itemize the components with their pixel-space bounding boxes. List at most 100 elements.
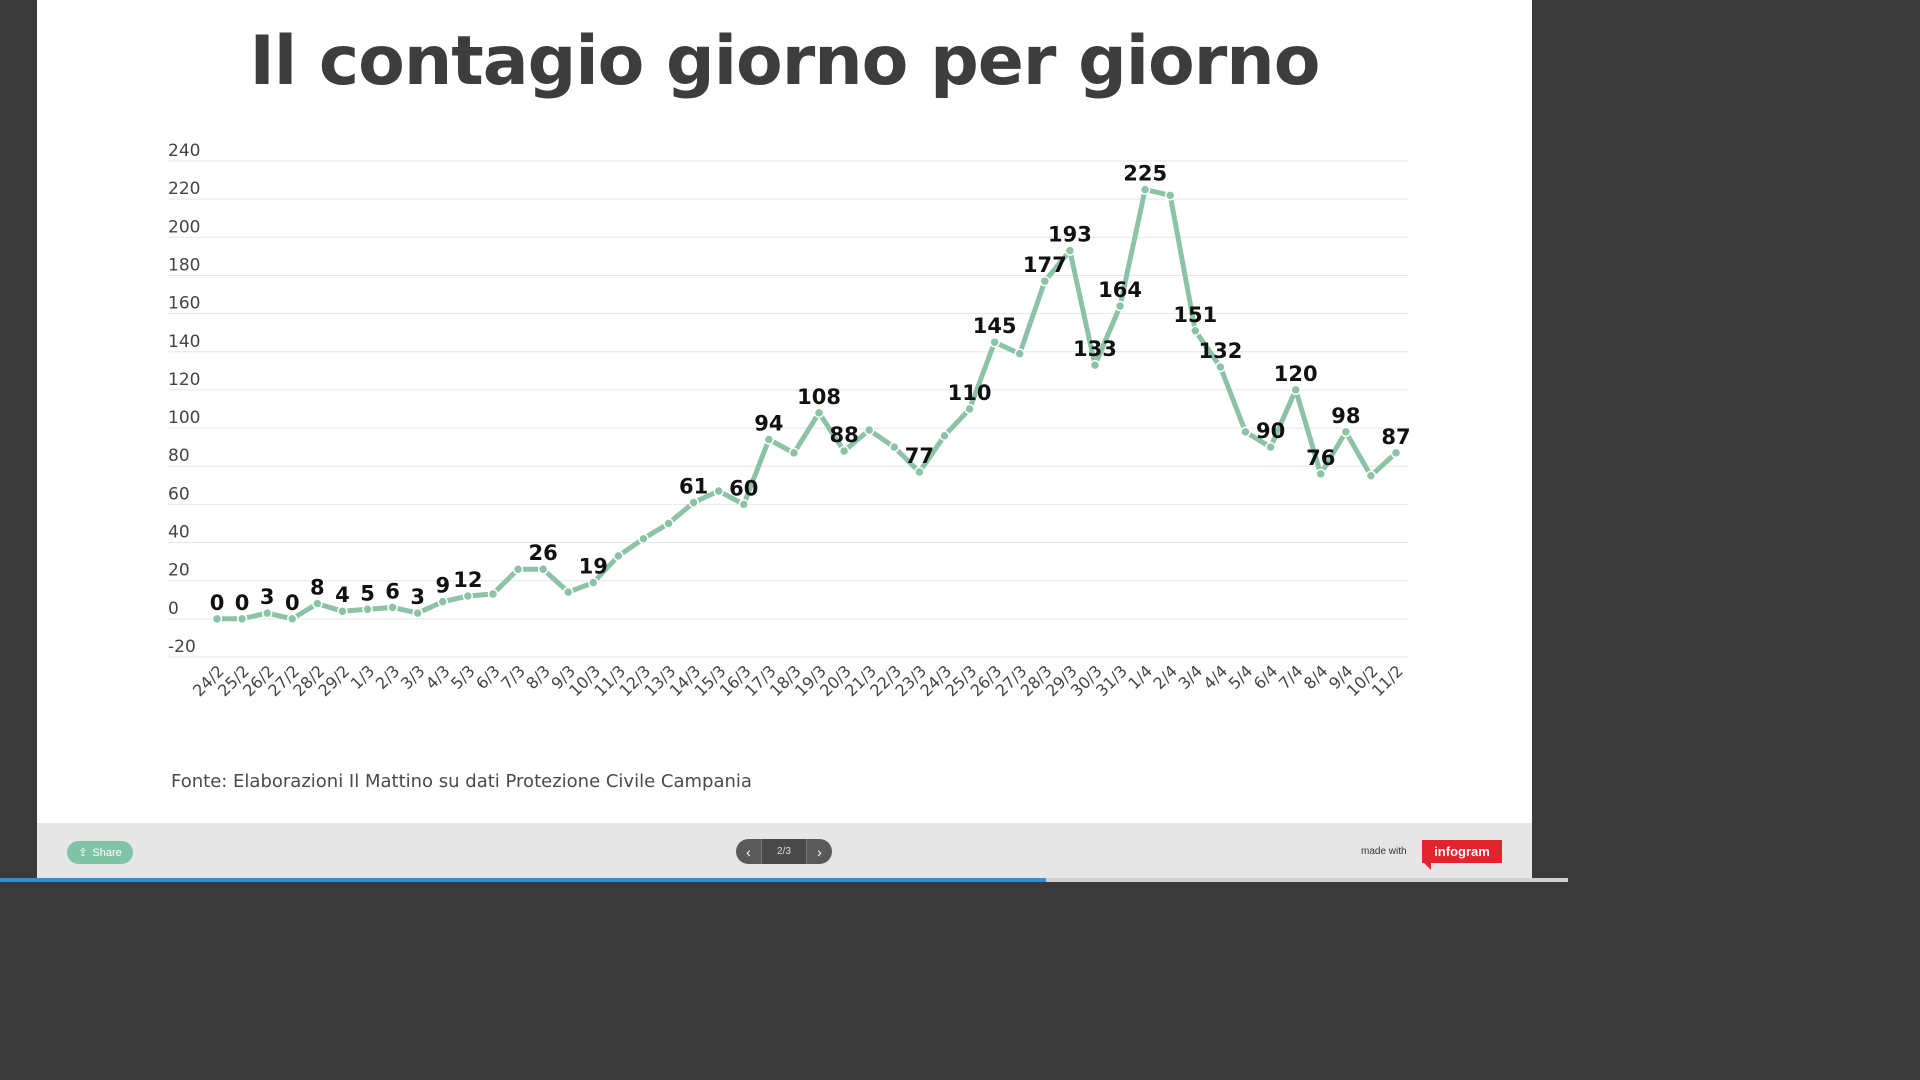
- next-slide-button[interactable]: ›: [807, 839, 832, 864]
- data-point: [412, 607, 423, 619]
- data-point: [1315, 468, 1326, 480]
- data-point: [613, 550, 624, 562]
- data-label: 19: [579, 555, 608, 579]
- data-label: 0: [235, 591, 250, 615]
- data-point: [362, 604, 373, 615]
- data-label: 4: [335, 583, 350, 607]
- progress-bar-fill: [0, 878, 1046, 882]
- data-point: [1164, 190, 1176, 201]
- data-label: 87: [1381, 425, 1410, 449]
- data-point: [989, 336, 1000, 348]
- data-label: 110: [948, 381, 992, 405]
- data-point: [387, 602, 398, 613]
- data-label: 88: [830, 423, 859, 447]
- y-tick-label: 180: [168, 255, 200, 275]
- data-point: [1139, 184, 1151, 195]
- data-label: 94: [754, 412, 783, 436]
- source-note: Fonte: Elaborazioni Il Mattino su dati P…: [171, 771, 752, 792]
- data-label: 3: [260, 585, 275, 609]
- data-label: 177: [1023, 253, 1067, 277]
- data-point: [261, 607, 273, 619]
- data-point: [537, 563, 549, 575]
- data-label: 193: [1048, 223, 1092, 247]
- share-icon: ⇪: [78, 847, 88, 859]
- data-point: [512, 563, 524, 575]
- data-label: 225: [1123, 162, 1167, 186]
- data-label: 77: [905, 444, 934, 468]
- data-label: 76: [1306, 446, 1335, 470]
- data-point: [1215, 361, 1226, 373]
- data-point: [1290, 384, 1301, 396]
- y-tick-label: -20: [168, 637, 196, 657]
- data-point: [763, 434, 775, 445]
- slide-pager: ‹ 2/3 ›: [736, 839, 832, 864]
- data-label: 6: [385, 579, 400, 603]
- data-point: [914, 466, 925, 478]
- data-point: [1190, 325, 1201, 337]
- data-point: [663, 518, 674, 529]
- data-label: 151: [1173, 303, 1217, 327]
- data-point: [437, 596, 449, 607]
- data-label: 133: [1073, 337, 1117, 361]
- y-tick-label: 200: [168, 217, 200, 237]
- data-label: 8: [310, 576, 325, 600]
- progress-bar: [0, 878, 1568, 882]
- footer-bar: ⇪ Share ‹ 2/3 › made with infogram: [37, 823, 1532, 878]
- y-tick-label: 0: [168, 599, 179, 619]
- chevron-right-icon: ›: [817, 843, 822, 860]
- chevron-left-icon: ‹: [746, 843, 751, 860]
- y-tick-label: 240: [168, 141, 200, 161]
- infogram-logo[interactable]: infogram: [1422, 840, 1502, 863]
- data-point: [1365, 470, 1377, 482]
- y-tick-label: 40: [168, 523, 190, 543]
- data-label: 108: [797, 385, 841, 409]
- y-tick-label: 160: [168, 294, 200, 314]
- data-label: 9: [435, 574, 450, 598]
- data-point: [588, 577, 599, 588]
- data-point: [287, 613, 298, 625]
- data-point: [889, 441, 900, 453]
- y-tick-label: 140: [168, 332, 200, 352]
- data-point: [1340, 426, 1352, 438]
- data-label: 90: [1256, 419, 1285, 443]
- data-label: 0: [285, 591, 300, 615]
- data-point: [939, 430, 950, 441]
- share-label: Share: [92, 846, 122, 859]
- y-tick-label: 60: [168, 484, 190, 504]
- data-label: 26: [528, 541, 557, 565]
- data-label: 5: [360, 581, 375, 605]
- data-point: [312, 598, 323, 609]
- made-with-text: made with: [1361, 846, 1407, 857]
- data-point: [1089, 359, 1101, 371]
- y-tick-label: 20: [168, 561, 190, 581]
- data-point: [638, 533, 649, 544]
- data-point: [1265, 441, 1276, 453]
- data-point: [688, 497, 699, 508]
- data-point: [813, 407, 825, 419]
- data-label: 0: [210, 591, 225, 615]
- data-point: [487, 588, 499, 600]
- data-label: 12: [453, 568, 482, 592]
- data-point: [1390, 447, 1402, 459]
- data-point: [738, 499, 750, 510]
- chart-slide: Il contagio giorno per giorno Fonte: Ela…: [37, 0, 1532, 882]
- data-point: [964, 403, 975, 415]
- data-point: [562, 586, 574, 598]
- data-label: 3: [410, 585, 425, 609]
- data-point: [1240, 426, 1251, 438]
- series-points: [211, 184, 1402, 625]
- previous-slide-button[interactable]: ‹: [736, 839, 761, 864]
- data-point: [337, 605, 348, 617]
- data-point: [863, 424, 875, 436]
- data-point: [713, 485, 724, 497]
- chart-gridlines: [168, 160, 1409, 658]
- y-tick-label: 220: [168, 179, 200, 199]
- share-button[interactable]: ⇪ Share: [67, 841, 133, 864]
- chart-title: Il contagio giorno per giorno: [249, 22, 1321, 101]
- data-point: [1039, 275, 1051, 287]
- y-tick-label: 120: [168, 370, 200, 390]
- page-indicator: 2/3: [761, 839, 807, 864]
